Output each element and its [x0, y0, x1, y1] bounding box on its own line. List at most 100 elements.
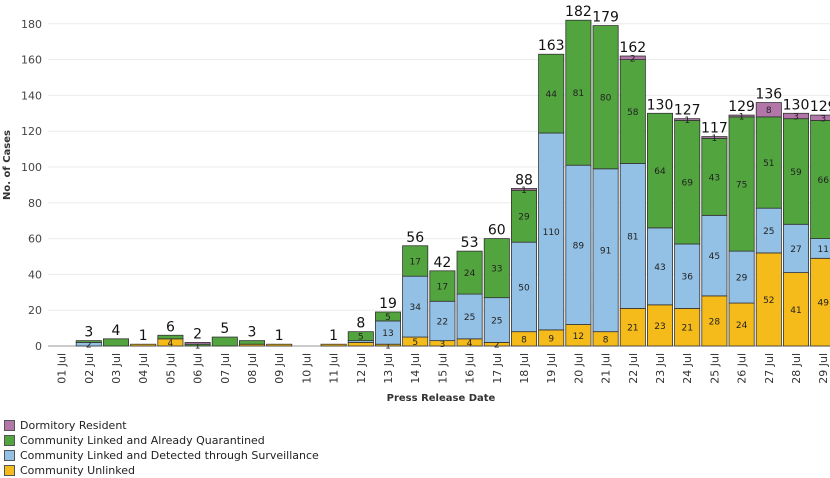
y-tick-label: 160 [21, 54, 42, 67]
y-axis: 0 20 40 60 80 100 120 140 160 180 [21, 18, 42, 353]
bar-segment [374, 311, 401, 322]
x-tick-label: 29 Jul [817, 353, 830, 384]
total-label: 2 [193, 326, 202, 342]
bar-segment [592, 168, 619, 333]
legend-item: Community Linked and Already Quarantined [4, 433, 319, 448]
segment-label: 8 [603, 335, 609, 345]
segment-label: 64 [654, 167, 666, 177]
segment-label: 5 [412, 338, 418, 348]
x-tick-label: 13 Jul [382, 353, 395, 384]
segment-label: 13 [382, 329, 393, 339]
y-tick-label: 180 [21, 18, 42, 31]
segment-label: 1 [712, 134, 718, 144]
bar-segment [510, 189, 537, 243]
segment-label: 24 [736, 321, 748, 331]
segment-label: 22 [437, 317, 448, 327]
legend: Dormitory Resident Community Linked and A… [4, 418, 319, 478]
y-tick-label: 80 [28, 197, 42, 210]
bar-segment [755, 116, 782, 209]
bar-segment [701, 214, 728, 297]
x-tick-label: 09 Jul [273, 353, 286, 384]
bar-segment [402, 275, 429, 338]
total-label: 163 [538, 38, 565, 54]
segment-label: 75 [736, 181, 747, 191]
x-tick-label: 12 Jul [355, 353, 368, 384]
segment-label: 4 [467, 339, 473, 349]
segment-label: 1 [385, 342, 391, 352]
segment-label: 3 [793, 112, 799, 122]
segment-label: 91 [600, 247, 611, 257]
bar-segment [728, 302, 755, 347]
total-label: 19 [379, 296, 397, 312]
segment-label: 44 [545, 90, 557, 100]
segment-label: 49 [817, 299, 829, 309]
total-label: 136 [755, 87, 782, 103]
segment-label: 5 [385, 313, 391, 323]
segment-label: 1 [684, 116, 690, 126]
bar-segment [674, 243, 701, 309]
segment-label: 81 [627, 232, 638, 242]
bar-segment [347, 331, 374, 342]
bar-segment [674, 120, 701, 245]
segment-label: 28 [709, 317, 721, 327]
legend-swatch [4, 420, 15, 431]
segment-label: 23 [654, 322, 665, 332]
segment-label: 2 [630, 54, 636, 64]
total-label: 3 [84, 325, 93, 341]
total-label: 1 [139, 328, 148, 344]
bar-segment [266, 343, 293, 347]
total-label: 8 [356, 316, 365, 332]
bar-segment [701, 295, 728, 347]
bar-segment [483, 238, 510, 299]
bar-segment [755, 102, 782, 118]
segment-label: 1 [521, 186, 527, 196]
segment-label: 58 [627, 108, 639, 118]
segment-label: 8 [521, 335, 527, 345]
bar-segment [565, 19, 592, 166]
total-label: 56 [406, 230, 424, 246]
total-label: 88 [515, 172, 533, 188]
x-tick-label: 21 Jul [600, 353, 613, 384]
x-tick-label: 26 Jul [736, 353, 749, 384]
segment-label: 41 [790, 306, 801, 316]
bar-segment [347, 342, 374, 347]
x-tick-label: 16 Jul [464, 353, 477, 384]
x-tick-label: 11 Jul [328, 353, 341, 384]
bar-segment [429, 300, 456, 342]
total-label: 117 [701, 121, 728, 137]
segment-label: 33 [491, 265, 502, 275]
bar-segment [130, 343, 157, 347]
bar-segment [783, 272, 810, 347]
segment-label: 8 [766, 106, 772, 116]
total-label: 4 [112, 323, 121, 339]
segment-label: 43 [654, 263, 665, 273]
bar-segment [592, 25, 619, 170]
segment-label: 27 [790, 245, 801, 255]
segment-label: 21 [681, 324, 692, 334]
bar-segment [456, 293, 483, 340]
segment-label: 1 [195, 342, 201, 352]
x-tick-label: 24 Jul [681, 353, 694, 384]
segment-label: 43 [709, 173, 720, 183]
x-tick-label: 25 Jul [708, 353, 721, 384]
bar-segment [783, 223, 810, 274]
bar-segment [538, 53, 565, 134]
bar-segment [728, 114, 755, 118]
bar-segment [238, 340, 265, 345]
segment-label: 24 [464, 269, 476, 279]
bar-segment [211, 336, 238, 347]
bar-segment [755, 207, 782, 254]
x-tick-label: 19 Jul [545, 353, 558, 384]
x-tick-label: 22 Jul [627, 353, 640, 384]
segment-label: 9 [548, 334, 554, 344]
x-tick-label: 14 Jul [409, 353, 422, 384]
x-tick-label: 03 Jul [110, 353, 123, 384]
total-label: 1 [275, 328, 284, 344]
bar-segment [456, 250, 483, 295]
y-axis-title: No. of Cases [2, 130, 13, 200]
total-label: 60 [488, 223, 506, 239]
legend-label: Dormitory Resident [20, 419, 127, 432]
legend-swatch [4, 450, 15, 461]
bar-segment [674, 118, 701, 121]
